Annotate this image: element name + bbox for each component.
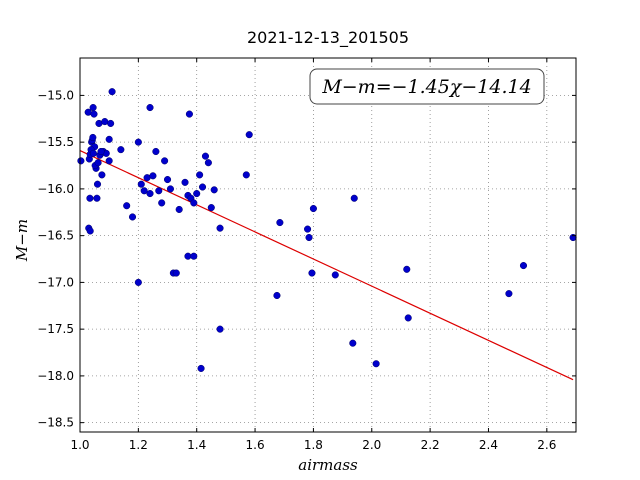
- y-tick-label: −16.0: [37, 182, 74, 196]
- x-tick-label: 1.6: [246, 438, 265, 452]
- x-tick-label: 2.6: [537, 438, 556, 452]
- data-point: [403, 265, 411, 273]
- data-point: [77, 157, 85, 165]
- data-point: [190, 252, 198, 260]
- data-point: [155, 187, 163, 195]
- data-point: [89, 133, 97, 142]
- x-tick-label: 1.4: [187, 438, 206, 452]
- x-tick-label: 2.0: [362, 438, 381, 452]
- data-point: [90, 110, 98, 118]
- data-point: [158, 199, 166, 207]
- y-tick-label: −17.0: [37, 275, 74, 289]
- data-point: [193, 190, 201, 198]
- plot-frame: [79, 57, 577, 433]
- data-point: [140, 187, 148, 195]
- data-point: [161, 157, 169, 165]
- data-point: [273, 291, 281, 300]
- x-axis-label: airmass: [298, 456, 358, 474]
- data-point: [304, 225, 312, 233]
- data-point: [86, 227, 94, 235]
- y-tick-label: −16.5: [37, 229, 74, 243]
- y-axis-label: M−m: [13, 219, 31, 262]
- data-point: [94, 159, 102, 167]
- x-tick-label: 1.2: [129, 438, 148, 452]
- data-point: [198, 183, 207, 191]
- data-point: [98, 171, 106, 179]
- data-point: [97, 147, 105, 156]
- x-tick-labels: 1.0 1.2 1.4 1.6 1.8 2.0 2.2 2.4 2.6: [70, 438, 556, 452]
- data-point: [201, 152, 210, 160]
- data-point: [163, 176, 172, 184]
- data-point: [349, 339, 357, 347]
- data-point: [372, 360, 380, 368]
- fit-line: [79, 150, 574, 381]
- data-point: [331, 271, 339, 279]
- data-point: [245, 131, 253, 139]
- data-point: [350, 194, 358, 202]
- data-point: [149, 172, 157, 180]
- axis-ticks: [79, 58, 576, 432]
- data-point: [107, 119, 115, 127]
- data-point: [196, 171, 204, 179]
- y-tick-labels: −15.0 −15.5 −16.0 −16.5 −17.0 −17.5 −18.0 −18.5: [37, 88, 74, 429]
- data-point: [89, 104, 97, 112]
- data-point: [197, 364, 205, 372]
- data-point: [117, 146, 125, 154]
- data-point: [216, 224, 224, 232]
- data-point: [86, 194, 94, 202]
- data-point: [105, 135, 113, 143]
- y-tick-label: −18.5: [37, 416, 74, 430]
- data-point: [505, 290, 513, 298]
- data-point: [305, 233, 313, 242]
- data-point: [134, 138, 142, 146]
- data-point: [204, 159, 212, 167]
- data-point: [519, 262, 528, 270]
- data-point: [93, 194, 101, 202]
- data-point: [175, 205, 183, 214]
- data-point: [143, 174, 151, 182]
- fit-equation-text: M−m=−1.45χ−14.14: [321, 76, 531, 98]
- data-point: [309, 204, 317, 213]
- grid-lines: [79, 58, 576, 432]
- x-tick-label: 2.4: [479, 438, 498, 452]
- data-point: [185, 110, 193, 118]
- x-tick-label: 2.2: [421, 438, 440, 452]
- x-tick-label: 1.8: [304, 438, 323, 452]
- data-point: [137, 180, 145, 188]
- data-point: [108, 88, 116, 96]
- chart-title: 2021-12-13_201505: [247, 28, 409, 48]
- data-point: [101, 118, 109, 126]
- y-tick-label: −17.5: [37, 322, 74, 336]
- x-tick-label: 1.0: [70, 438, 89, 452]
- y-tick-label: −15.5: [37, 135, 74, 149]
- data-point: [128, 213, 137, 221]
- data-point: [89, 149, 97, 157]
- data-point: [172, 269, 180, 277]
- data-point: [146, 104, 154, 112]
- data-point: [95, 119, 103, 127]
- data-point: [152, 147, 160, 156]
- data-point: [207, 204, 215, 212]
- data-point: [84, 108, 92, 116]
- data-point: [190, 199, 198, 207]
- data-point: [181, 178, 189, 186]
- data-point: [146, 190, 154, 198]
- data-point: [134, 278, 142, 286]
- data-point: [242, 171, 250, 179]
- data-points: [77, 88, 577, 372]
- data-point: [276, 219, 284, 227]
- data-point: [105, 157, 113, 165]
- data-point: [308, 269, 316, 277]
- y-tick-label: −18.0: [37, 369, 74, 383]
- data-point: [93, 180, 102, 188]
- fit-line-group: [79, 150, 574, 381]
- data-point: [123, 202, 131, 210]
- data-point: [404, 314, 412, 322]
- data-point: [166, 185, 174, 193]
- fit-equation-box: M−m=−1.45χ−14.14: [309, 68, 545, 105]
- y-tick-label: −15.0: [37, 88, 74, 102]
- data-point: [210, 186, 218, 194]
- data-point: [216, 325, 224, 333]
